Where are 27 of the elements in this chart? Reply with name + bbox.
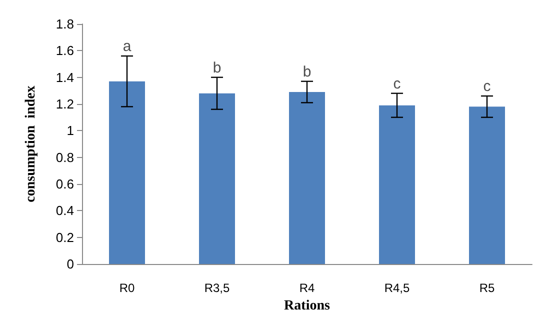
y-tick-label: 0.8 bbox=[56, 150, 74, 165]
x-tick-label: R4,5 bbox=[384, 281, 410, 295]
y-tick-label: 1.4 bbox=[56, 70, 74, 85]
y-tick-label: 0.2 bbox=[56, 230, 74, 245]
y-tick-label: 1.6 bbox=[56, 43, 74, 58]
annotation: b bbox=[212, 59, 222, 76]
x-tick-label: R0 bbox=[119, 281, 135, 295]
y-tick-label: 1.8 bbox=[56, 16, 74, 32]
annotation: b bbox=[302, 63, 312, 80]
bar bbox=[379, 105, 415, 264]
y-tick-label: 1 bbox=[66, 123, 74, 138]
y-axis-title: consumption index bbox=[24, 86, 38, 202]
annotation: c bbox=[483, 78, 492, 95]
y-tick-label: 0.4 bbox=[56, 203, 74, 218]
x-axis-title: Rations bbox=[284, 298, 330, 314]
bar bbox=[109, 81, 145, 264]
x-tick-label: R3,5 bbox=[204, 281, 230, 295]
x-tick-label: R5 bbox=[479, 281, 495, 295]
bar bbox=[469, 106, 505, 264]
y-tick-label: 1.2 bbox=[56, 96, 74, 112]
y-tick-label: 0 bbox=[66, 256, 74, 272]
bar bbox=[289, 92, 325, 264]
annotation: a bbox=[122, 38, 132, 55]
y-tick-label: 0.6 bbox=[56, 176, 74, 192]
annotation: c bbox=[393, 75, 402, 92]
bar bbox=[199, 93, 235, 264]
x-tick-label: R4 bbox=[299, 281, 315, 295]
